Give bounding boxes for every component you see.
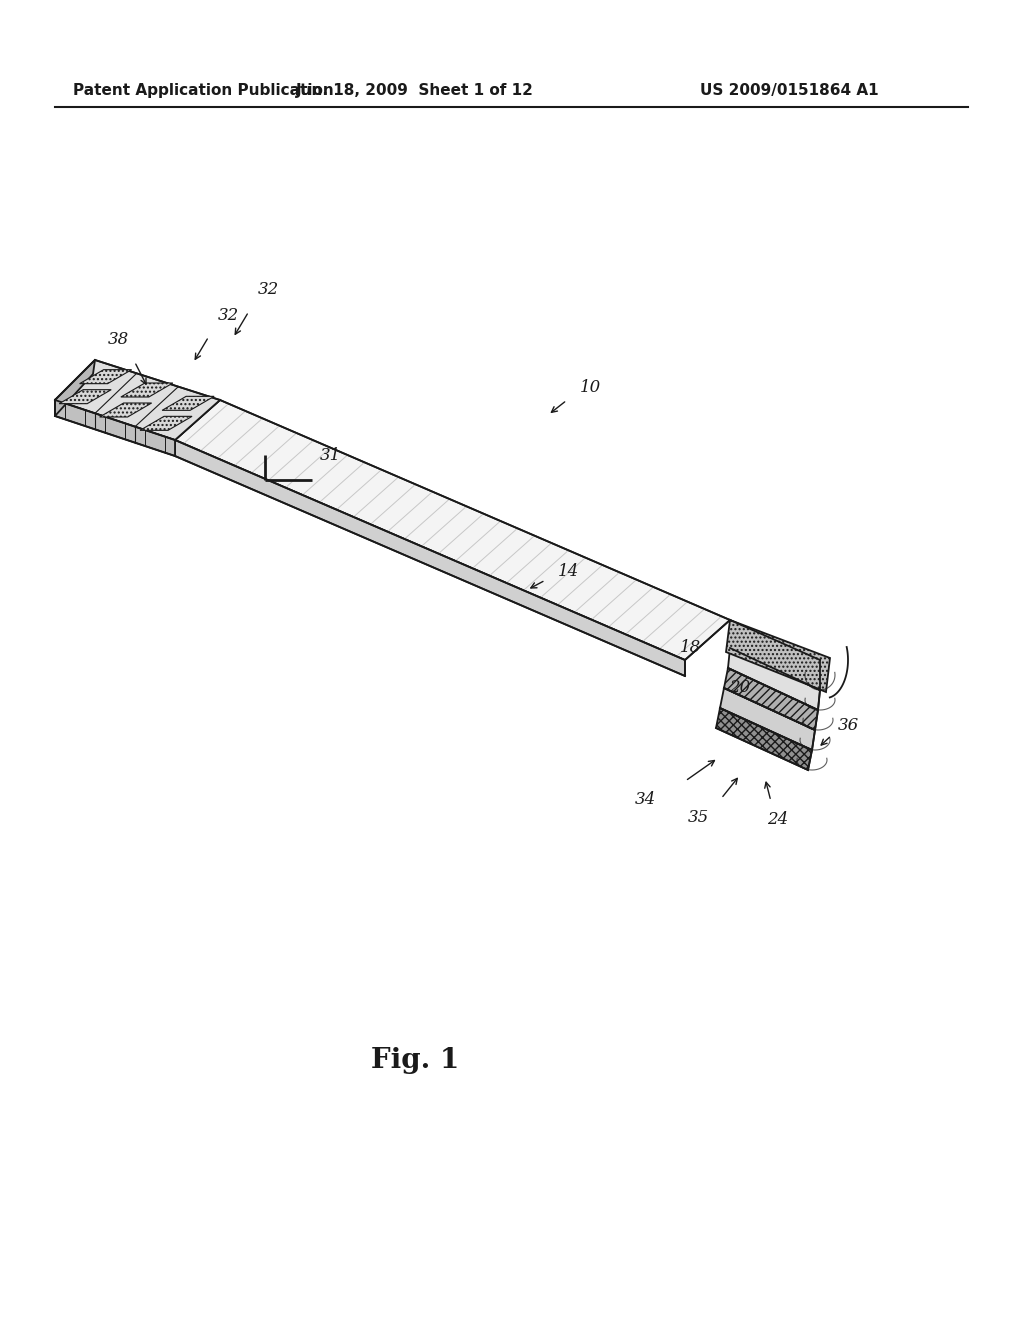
Polygon shape [716, 708, 812, 770]
Text: 34: 34 [635, 792, 655, 808]
Polygon shape [728, 648, 820, 710]
Polygon shape [55, 360, 95, 416]
Text: 14: 14 [557, 564, 579, 581]
Polygon shape [724, 668, 818, 730]
Text: Patent Application Publication: Patent Application Publication [73, 82, 334, 98]
Text: 35: 35 [687, 809, 709, 826]
Polygon shape [55, 400, 175, 455]
Text: US 2009/0151864 A1: US 2009/0151864 A1 [700, 82, 879, 98]
Polygon shape [140, 416, 193, 430]
Text: 36: 36 [838, 717, 859, 734]
Text: 32: 32 [217, 306, 239, 323]
Text: 31: 31 [319, 446, 341, 463]
Polygon shape [720, 688, 815, 750]
Text: 38: 38 [108, 331, 129, 348]
Polygon shape [80, 370, 132, 384]
Polygon shape [59, 389, 112, 404]
Polygon shape [55, 360, 220, 440]
Text: 24: 24 [767, 812, 788, 829]
Text: 18: 18 [679, 639, 700, 656]
Polygon shape [121, 383, 173, 397]
Polygon shape [99, 403, 152, 417]
Polygon shape [162, 396, 214, 411]
Text: 20: 20 [729, 680, 751, 697]
Text: Fig. 1: Fig. 1 [371, 1047, 459, 1073]
Text: Jun. 18, 2009  Sheet 1 of 12: Jun. 18, 2009 Sheet 1 of 12 [296, 82, 534, 98]
Polygon shape [730, 620, 820, 690]
Text: 32: 32 [257, 281, 279, 298]
Text: 10: 10 [580, 380, 601, 396]
Polygon shape [175, 400, 730, 660]
Polygon shape [726, 620, 830, 692]
Polygon shape [175, 440, 685, 676]
